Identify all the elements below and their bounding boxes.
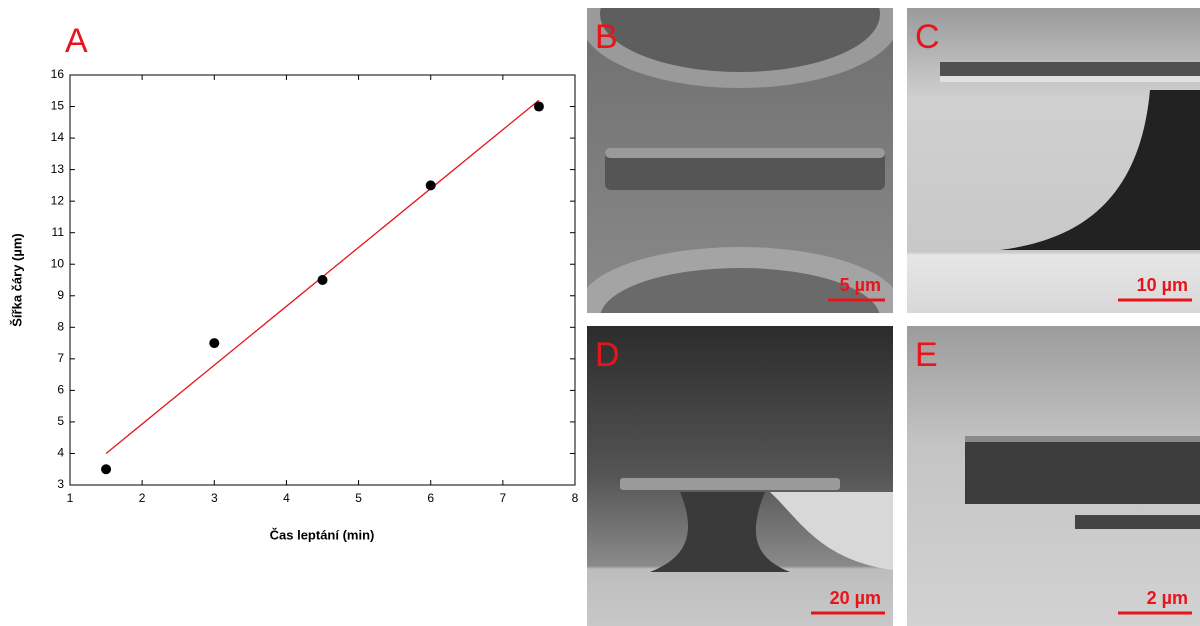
scale-bar-label: 20 µm [830,588,881,608]
sem-image [587,326,893,626]
y-tick-label: 15 [51,99,65,113]
x-tick-label: 4 [283,491,290,505]
y-tick-label: 6 [57,383,64,397]
x-tick-label: 3 [211,491,218,505]
y-axis-title: Šířka čáry (µm) [9,233,24,326]
x-tick-label: 7 [500,491,507,505]
scale-bar-label: 5 µm [840,275,881,295]
y-tick-label: 7 [57,351,64,365]
sem-image [907,8,1200,313]
y-tick-label: 11 [52,225,65,239]
x-axis-title: Čas leptání (min) [270,527,375,542]
x-tick-label: 6 [427,491,434,505]
point [534,102,544,112]
sem-image [907,326,1200,626]
y-tick-label: 10 [51,256,65,270]
point [318,275,328,285]
point [426,180,436,190]
y-tick-label: 5 [57,414,64,428]
sem-image [580,0,900,368]
y-tick-label: 9 [57,288,64,302]
x-tick-label: 1 [67,491,74,505]
panel-label: E [915,336,938,374]
panel-label: A [65,22,88,60]
point [209,338,219,348]
scale-bar-label: 10 µm [1137,275,1188,295]
figure: A 12345678345678910111213141516 Čas lept… [0,0,1200,626]
scale-bar-label: 2 µm [1147,588,1188,608]
panel-label: D [595,336,620,374]
x-tick-label: 5 [355,491,362,505]
y-tick-label: 8 [57,319,64,333]
y-tick-label: 13 [51,162,65,176]
x-tick-label: 8 [572,491,579,505]
panel-label: B [595,18,618,56]
y-tick-label: 12 [51,193,65,207]
point [101,464,111,474]
panel-label: C [915,18,940,56]
y-tick-label: 14 [51,130,65,144]
y-tick-label: 3 [57,477,64,491]
x-tick-label: 2 [139,491,146,505]
y-tick-label: 16 [51,67,65,81]
y-tick-label: 4 [57,446,64,460]
